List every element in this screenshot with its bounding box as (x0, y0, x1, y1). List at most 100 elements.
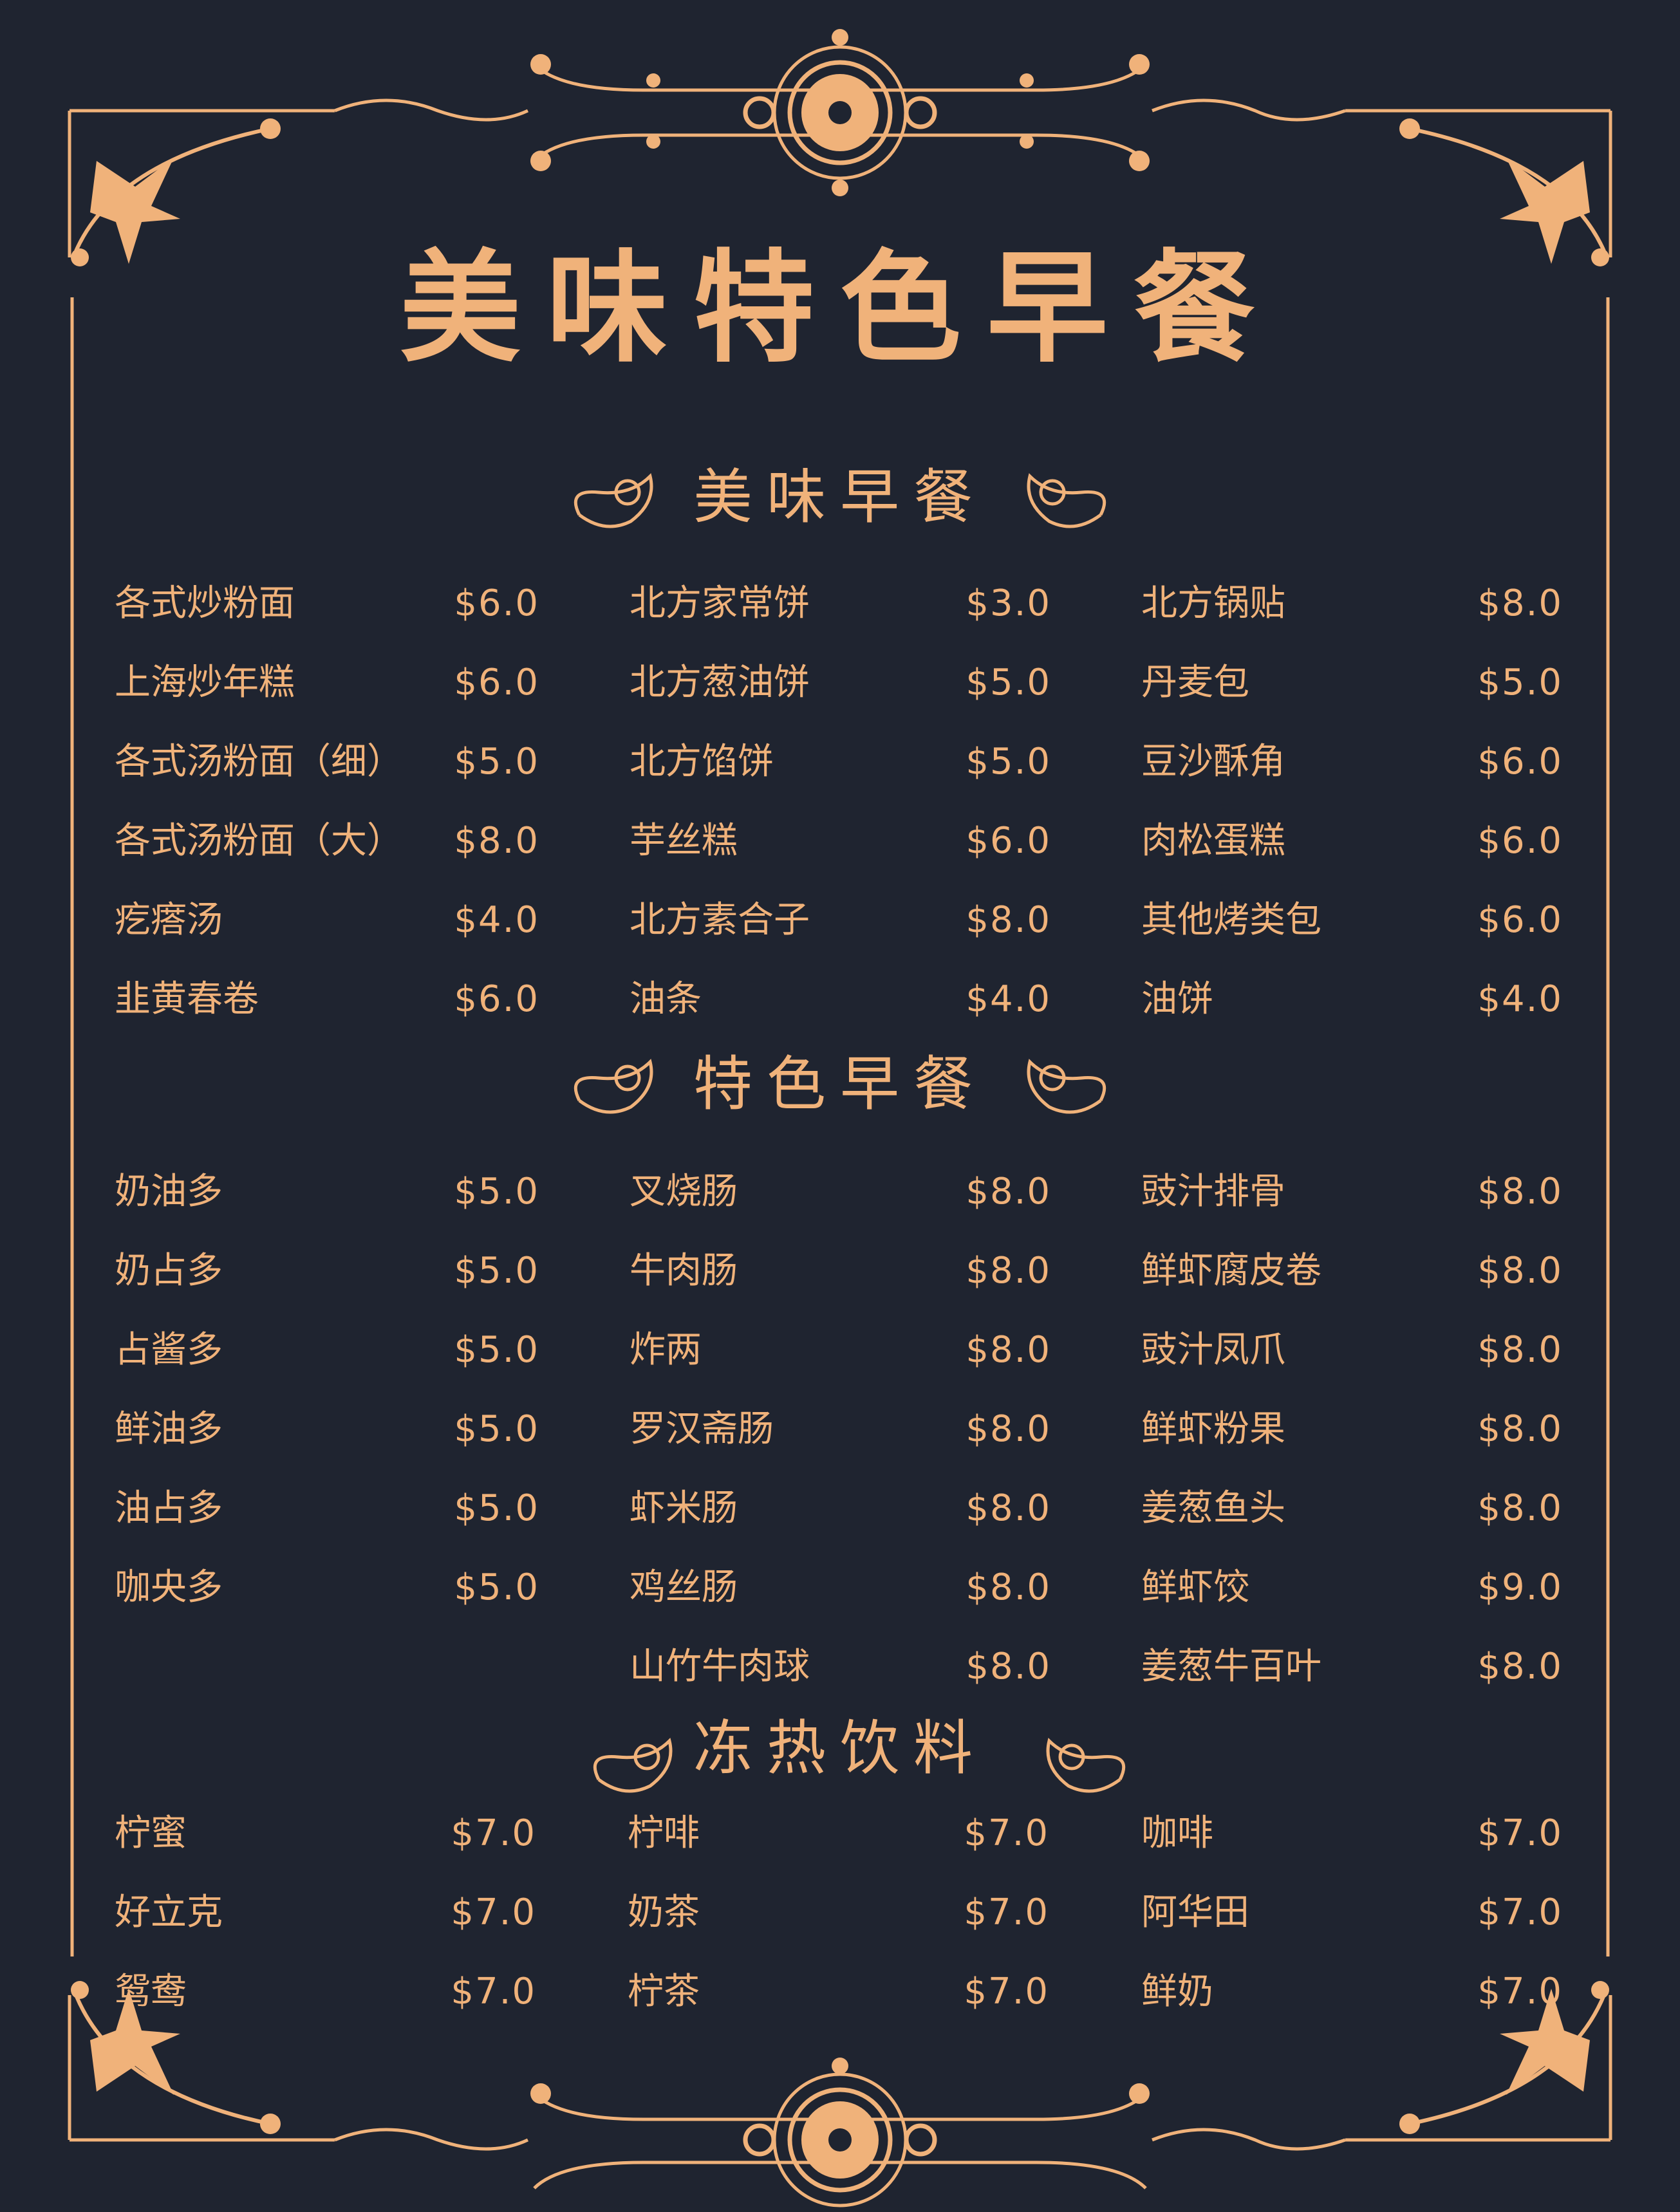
item-price: $8.0 (454, 820, 539, 862)
menu-item: 北方素合子 $8.0 (630, 880, 1051, 960)
item-price: $8.0 (1477, 1250, 1563, 1292)
menu-item: 奶油多 $5.0 (115, 1152, 539, 1232)
menu-item: 柠茶 $7.0 (628, 1952, 1049, 2032)
section-heading-tasty-breakfast: 美味早餐 (693, 463, 987, 532)
menu-item: 炸两 $8.0 (630, 1310, 1051, 1390)
item-price: $3.0 (966, 582, 1051, 624)
item-price: $5.0 (454, 1250, 539, 1292)
item-name: 豉汁凤爪 (1141, 1329, 1285, 1371)
menu-item: 罗汉斋肠 $8.0 (630, 1389, 1051, 1469)
section-heading-drinks: 冻热饮料 (693, 1714, 987, 1783)
menu-item: 阿华田 $7.0 (1141, 1873, 1563, 1953)
item-name: 好立克 (115, 1891, 223, 1933)
item-name: 各式汤粉面（细） (115, 741, 403, 783)
item-name: 咖央多 (115, 1566, 223, 1608)
item-price: $6.0 (1477, 899, 1563, 941)
item-price: $5.0 (454, 1566, 539, 1608)
item-price: $5.0 (454, 1408, 539, 1450)
menu-item: 北方家常饼 $3.0 (630, 564, 1051, 644)
item-name: 鲜虾饺 (1141, 1566, 1249, 1608)
menu-item: 姜葱牛百叶 $8.0 (1141, 1627, 1563, 1707)
item-price: $5.0 (966, 741, 1051, 783)
item-name: 奶茶 (628, 1891, 700, 1933)
item-price: $8.0 (966, 1250, 1051, 1292)
menu-item: 咖央多 $5.0 (115, 1548, 539, 1628)
item-price: $8.0 (966, 899, 1051, 941)
menu-item: 好立克 $7.0 (115, 1873, 536, 1953)
bottom-left-corner-flourish-icon (71, 1981, 281, 2134)
bottom-right-corner-flourish-icon (1399, 1981, 1609, 2134)
menu-item: 鸡丝肠 $8.0 (630, 1548, 1051, 1628)
menu-item: 柠啡 $7.0 (628, 1794, 1049, 1873)
item-price: $7.0 (1477, 1971, 1563, 2012)
section-2-swirl-icons (574, 1059, 1106, 1114)
item-price: $6.0 (1477, 820, 1563, 862)
menu-item: 韭黄春卷 $6.0 (115, 960, 539, 1039)
section-1-swirl-icons (574, 473, 1106, 528)
menu-item: 其他烤类包 $6.0 (1141, 880, 1563, 960)
item-price: $5.0 (1477, 662, 1563, 703)
item-name: 北方锅贴 (1141, 582, 1285, 624)
menu-item: 各式炒粉面 $6.0 (115, 564, 539, 644)
menu-item: 奶茶 $7.0 (628, 1873, 1049, 1953)
menu-item: 姜葱鱼头 $8.0 (1141, 1469, 1563, 1548)
section-3-swirl-icons (593, 1738, 1126, 1793)
item-price: $4.0 (454, 899, 539, 941)
item-name: 咖啡 (1141, 1812, 1213, 1854)
item-price: $8.0 (966, 1646, 1051, 1687)
item-name: 山竹牛肉球 (630, 1646, 810, 1687)
item-name: 芋丝糕 (630, 820, 738, 862)
menu-item: 肉松蛋糕 $6.0 (1141, 801, 1563, 881)
menu-item: 豉汁凤爪 $8.0 (1141, 1310, 1563, 1390)
item-price: $8.0 (966, 1566, 1051, 1608)
menu-item: 占酱多 $5.0 (115, 1310, 539, 1390)
item-price: $8.0 (1477, 582, 1563, 624)
item-name: 阿华田 (1141, 1891, 1249, 1933)
item-name: 北方馅饼 (630, 741, 774, 783)
item-name: 鸡丝肠 (630, 1566, 738, 1608)
menu-item: 丹麦包 $5.0 (1141, 643, 1563, 723)
menu-item: 鸳鸯 $7.0 (115, 1952, 536, 2032)
bottom-center-ornament-icon (334, 2058, 1346, 2207)
item-name: 油占多 (115, 1487, 223, 1529)
menu-title: 美味特色早餐 (400, 238, 1280, 379)
item-price: $8.0 (1477, 1408, 1563, 1450)
menu-item: 鲜虾粉果 $8.0 (1141, 1389, 1563, 1469)
item-price: $8.0 (1477, 1329, 1563, 1371)
item-name: 鲜奶 (1141, 1971, 1213, 2012)
item-price: $5.0 (454, 1171, 539, 1213)
menu-item: 豆沙酥角 $6.0 (1141, 722, 1563, 802)
item-price: $6.0 (454, 978, 539, 1020)
item-price: $7.0 (964, 1891, 1049, 1933)
item-name: 姜葱牛百叶 (1141, 1646, 1321, 1687)
item-name: 姜葱鱼头 (1141, 1487, 1285, 1529)
item-price: $8.0 (1477, 1646, 1563, 1687)
item-price: $7.0 (451, 1812, 536, 1854)
item-name: 其他烤类包 (1141, 899, 1321, 941)
top-center-ornament-icon (334, 29, 1346, 196)
menu-item: 油条 $4.0 (630, 960, 1051, 1039)
menu-item: 上海炒年糕 $6.0 (115, 643, 539, 723)
item-name: 炸两 (630, 1329, 702, 1371)
item-price: $6.0 (454, 582, 539, 624)
menu-item: 鲜虾饺 $9.0 (1141, 1548, 1563, 1628)
item-name: 油饼 (1141, 978, 1213, 1020)
item-price: $8.0 (966, 1408, 1051, 1450)
item-price: $5.0 (454, 1329, 539, 1371)
item-price: $4.0 (1477, 978, 1563, 1020)
top-right-corner-flourish-icon (1399, 118, 1609, 266)
menu-item: 油占多 $5.0 (115, 1469, 539, 1548)
menu-item: 北方馅饼 $5.0 (630, 722, 1051, 802)
menu-item: 山竹牛肉球 $8.0 (630, 1627, 1051, 1707)
menu-item: 柠蜜 $7.0 (115, 1794, 536, 1873)
item-name: 北方素合子 (630, 899, 810, 941)
item-name: 鲜虾粉果 (1141, 1408, 1285, 1450)
item-name: 柠蜜 (115, 1812, 187, 1854)
item-price: $6.0 (966, 820, 1051, 862)
item-price: $5.0 (454, 1487, 539, 1529)
menu-item: 北方锅贴 $8.0 (1141, 564, 1563, 644)
menu-item: 奶占多 $5.0 (115, 1231, 539, 1311)
item-price: $8.0 (966, 1171, 1051, 1213)
menu-item: 芋丝糕 $6.0 (630, 801, 1051, 881)
